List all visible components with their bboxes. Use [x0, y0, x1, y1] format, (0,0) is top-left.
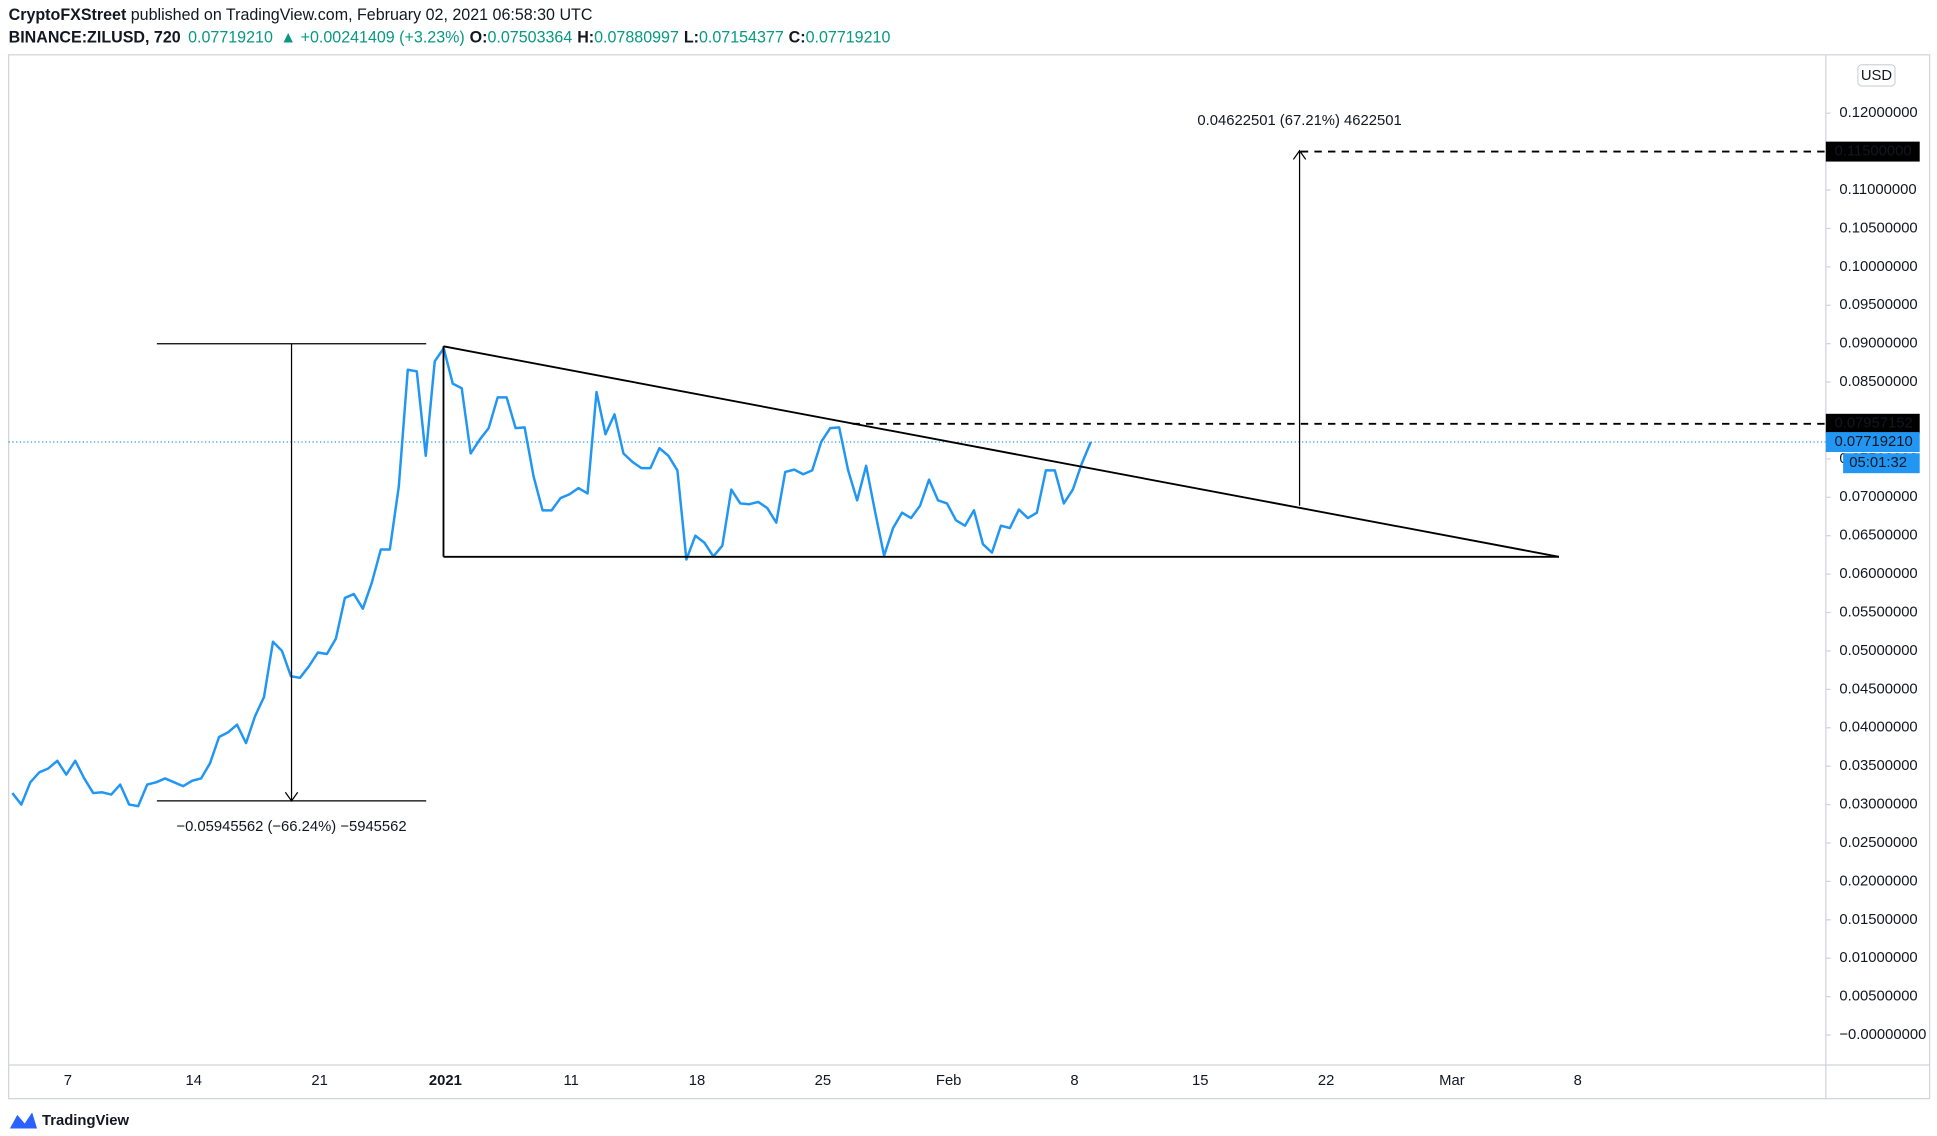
last-price: 0.07719210: [1834, 434, 1912, 450]
low-label: L:: [684, 29, 699, 47]
brand: TradingView: [42, 1113, 129, 1129]
low: 0.07154377: [699, 29, 784, 47]
breakout-price-box: [1825, 413, 1920, 434]
logo: [9, 1112, 38, 1129]
y-tick-label: 0.05000000: [1839, 643, 1917, 659]
fall-measure-label: −0.05945562 (−66.24%) −5945562: [176, 819, 406, 835]
currency-box: [1857, 64, 1896, 87]
target-price: 0.11500000: [1834, 144, 1911, 160]
y-tick-label: 0.00500000: [1839, 989, 1917, 1005]
x-tick-label: 14: [186, 1073, 202, 1089]
y-tick-label: 0.10500000: [1839, 220, 1917, 236]
y-tick-label: −0.00000000: [1839, 1027, 1926, 1043]
x-tick-label: Mar: [1439, 1073, 1465, 1089]
header-line: CryptoFXStreet published on TradingView.…: [9, 6, 593, 24]
price-line: [11, 347, 1092, 808]
symbol: BINANCE:ZILUSD, 720: [9, 29, 181, 47]
y-tick-label: 0.03500000: [1839, 758, 1917, 774]
y-tick-label: 0.06000000: [1839, 566, 1917, 582]
high-label: H:: [577, 29, 594, 47]
x-tick-label: 7: [64, 1073, 72, 1089]
x-tick-label: 8: [1070, 1073, 1078, 1089]
currency: USD: [1861, 68, 1893, 84]
frame: [8, 54, 1931, 1100]
y-tick-label: 0.06500000: [1839, 528, 1917, 544]
triangle-upper: [443, 345, 1560, 558]
y-tick-label: 0.09000000: [1839, 336, 1917, 352]
x-tick-label: 15: [1192, 1073, 1208, 1089]
breakout-price: 0.07957152: [1834, 416, 1912, 432]
countdown: 05:01:32: [1849, 455, 1907, 471]
y-tick-label: 0.04000000: [1839, 720, 1917, 736]
y-tick-label: 0.02500000: [1839, 835, 1917, 851]
y-tick-label: 0.02000000: [1839, 873, 1917, 889]
x-tick-label: 25: [815, 1073, 831, 1089]
plot: −0.00000000 0.00500000 0.01000000 0.0150000…: [8, 105, 1926, 1089]
open-label: O:: [470, 29, 488, 47]
y-tick-label: 0.07000000: [1839, 489, 1917, 505]
y-tick-label: 0.12000000: [1839, 105, 1917, 121]
change: ▲ +0.00241409 (+3.23%): [280, 29, 464, 47]
open: 0.07503364: [488, 29, 573, 47]
published: published on TradingView.com, February 0…: [126, 6, 592, 24]
high: 0.07880997: [594, 29, 679, 47]
fall-measure-tool: [156, 149, 1307, 803]
countdown-box: [1843, 453, 1920, 474]
x-tick-label: 11: [564, 1073, 579, 1089]
x-tick-label: Feb: [936, 1073, 962, 1089]
target-price-box: [1825, 141, 1920, 162]
arrow-head: [1292, 149, 1307, 160]
x-tick-label: 22: [1318, 1073, 1334, 1089]
x-tick-label: 2021: [429, 1073, 462, 1089]
x-tick-label: 18: [689, 1073, 705, 1089]
y-tick-label: 0.10000000: [1839, 259, 1917, 275]
y-tick-label: 0.01000000: [1839, 950, 1917, 966]
author: CryptoFXStreet: [9, 6, 127, 24]
last: 0.07719210: [188, 29, 273, 47]
y-tick-label: 0.09500000: [1839, 297, 1917, 313]
y-tick-label: 0.03000000: [1839, 796, 1917, 812]
close-label: C:: [789, 29, 806, 47]
x-tick-label: 8: [1574, 1073, 1582, 1089]
triangle: [442, 345, 1560, 558]
close: 0.07719210: [806, 29, 891, 47]
arrow-head: [284, 791, 299, 803]
rise-measure-label: 0.04622501 (67.21%) 4622501: [1197, 113, 1401, 129]
symbol-line: BINANCE:ZILUSD, 720 0.07719210 ▲ +0.002414…: [9, 29, 891, 47]
x-tick-label: 21: [311, 1073, 327, 1089]
last-price-box: [1825, 432, 1920, 453]
y-tick-label: 0.11000000: [1839, 182, 1916, 198]
y-tick-label: 0.01500000: [1839, 912, 1917, 928]
y-tick-label: 0.08500000: [1839, 374, 1917, 390]
y-tick-label: 0.05500000: [1839, 604, 1917, 620]
y-tick-label: 0.04500000: [1839, 681, 1917, 697]
